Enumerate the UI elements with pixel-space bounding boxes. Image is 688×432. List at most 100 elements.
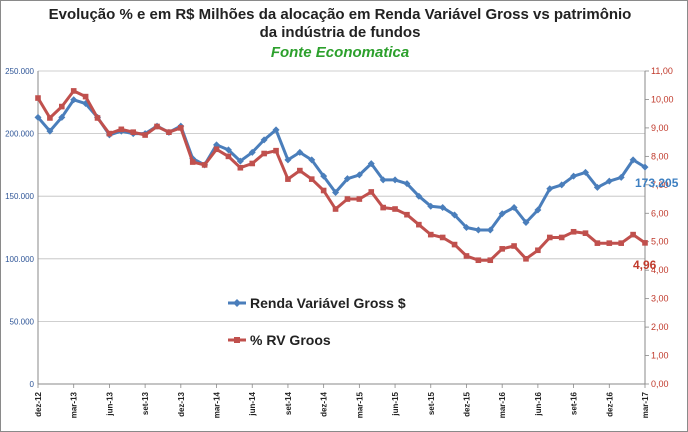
x-tick-label: dez-14 <box>320 391 329 416</box>
data-point <box>630 231 636 238</box>
x-tick-label: set-15 <box>427 391 436 415</box>
y-left-tick-label: 100.000 <box>5 255 34 264</box>
data-point <box>260 136 268 144</box>
chart-title-line1: Evolução % e em R$ Milhões da alocação e… <box>48 6 632 23</box>
x-tick-label: dez-16 <box>605 391 614 416</box>
data-point <box>46 127 54 135</box>
data-point <box>248 148 256 156</box>
x-tick-label: dez-15 <box>462 391 471 416</box>
data-point <box>213 146 220 153</box>
data-point <box>522 218 530 226</box>
data-point <box>498 210 506 218</box>
data-point <box>594 240 601 246</box>
y-right-tick-label: 4,00 <box>651 265 669 275</box>
data-point <box>546 185 554 193</box>
y-right-tick-label: 1,00 <box>651 351 669 361</box>
data-point <box>380 204 386 211</box>
data-point <box>297 167 303 174</box>
data-point <box>344 196 351 202</box>
data-point <box>535 247 541 254</box>
data-point <box>273 147 279 154</box>
data-point <box>605 177 613 185</box>
data-point <box>34 113 42 121</box>
data-point <box>249 160 256 167</box>
x-tick-label: set-13 <box>141 391 150 415</box>
data-point <box>475 257 482 264</box>
data-point <box>451 211 459 219</box>
data-point <box>439 203 447 211</box>
data-point <box>284 156 292 164</box>
data-point <box>403 180 411 188</box>
data-point <box>236 157 244 165</box>
end-label-renda-variavel: 173.205 <box>635 176 679 190</box>
data-point <box>142 132 148 138</box>
data-point <box>570 228 577 235</box>
chart-title-line2: da indústria de fundos <box>259 24 421 41</box>
data-point <box>392 206 398 212</box>
data-point <box>59 103 65 110</box>
y-left-tick-label: 200.000 <box>5 130 34 139</box>
data-point <box>70 88 77 94</box>
data-point <box>558 234 565 241</box>
data-point <box>499 246 505 252</box>
data-point <box>511 243 517 249</box>
data-point <box>641 163 649 171</box>
data-point <box>558 181 566 189</box>
data-point <box>618 240 624 246</box>
data-point <box>189 159 196 165</box>
y-left-tick-label: 250.000 <box>5 67 34 76</box>
data-point <box>534 206 542 214</box>
data-point <box>367 160 375 168</box>
series-line-renda-variavel <box>36 98 646 232</box>
data-point <box>308 156 316 164</box>
x-tick-label: jun-14 <box>248 391 257 416</box>
data-point <box>296 148 304 156</box>
x-tick-label: set-16 <box>570 391 579 415</box>
data-point <box>285 176 291 182</box>
data-point <box>427 202 435 210</box>
data-point <box>201 162 208 168</box>
data-point <box>224 146 232 154</box>
y-right-tick-label: 6,00 <box>651 208 669 218</box>
data-point <box>70 96 78 104</box>
data-point <box>356 196 363 202</box>
end-label-pct-rv: 4,96 <box>633 258 657 272</box>
data-point <box>237 164 244 171</box>
y-right-tick-label: 2,00 <box>651 322 669 332</box>
data-point <box>379 176 387 184</box>
legend-label-pct-rv: % RV Groos <box>250 332 331 348</box>
x-tick-label: jun-15 <box>391 391 400 416</box>
data-point <box>582 230 589 236</box>
data-point <box>130 129 137 135</box>
y-right-tick-label: 9,00 <box>651 123 669 133</box>
data-point <box>427 231 434 238</box>
data-point <box>35 95 41 101</box>
data-point <box>106 130 113 137</box>
data-point <box>570 172 578 180</box>
data-point <box>581 168 589 176</box>
y-right-tick-label: 3,00 <box>651 294 669 304</box>
x-tick-label: mar-13 <box>70 391 79 418</box>
data-point <box>463 253 470 259</box>
data-point <box>368 189 375 195</box>
data-point <box>391 176 399 184</box>
data-point <box>546 234 553 241</box>
y-left-tick-label: 50.000 <box>10 317 35 326</box>
data-point <box>178 125 184 131</box>
data-point <box>47 115 53 121</box>
y-left-tick-label: 0 <box>30 380 35 389</box>
data-point <box>451 241 458 248</box>
y-right-tick-label: 11,00 <box>651 66 673 76</box>
x-tick-label: mar-16 <box>498 391 507 418</box>
data-point <box>272 126 280 134</box>
data-point <box>606 240 613 246</box>
data-point <box>343 175 351 183</box>
data-point <box>416 221 422 228</box>
series-line-pct-rv <box>36 89 646 262</box>
x-tick-label: jun-13 <box>105 391 114 416</box>
data-point <box>462 224 470 231</box>
data-point <box>617 173 625 181</box>
legend-marker <box>234 337 240 343</box>
